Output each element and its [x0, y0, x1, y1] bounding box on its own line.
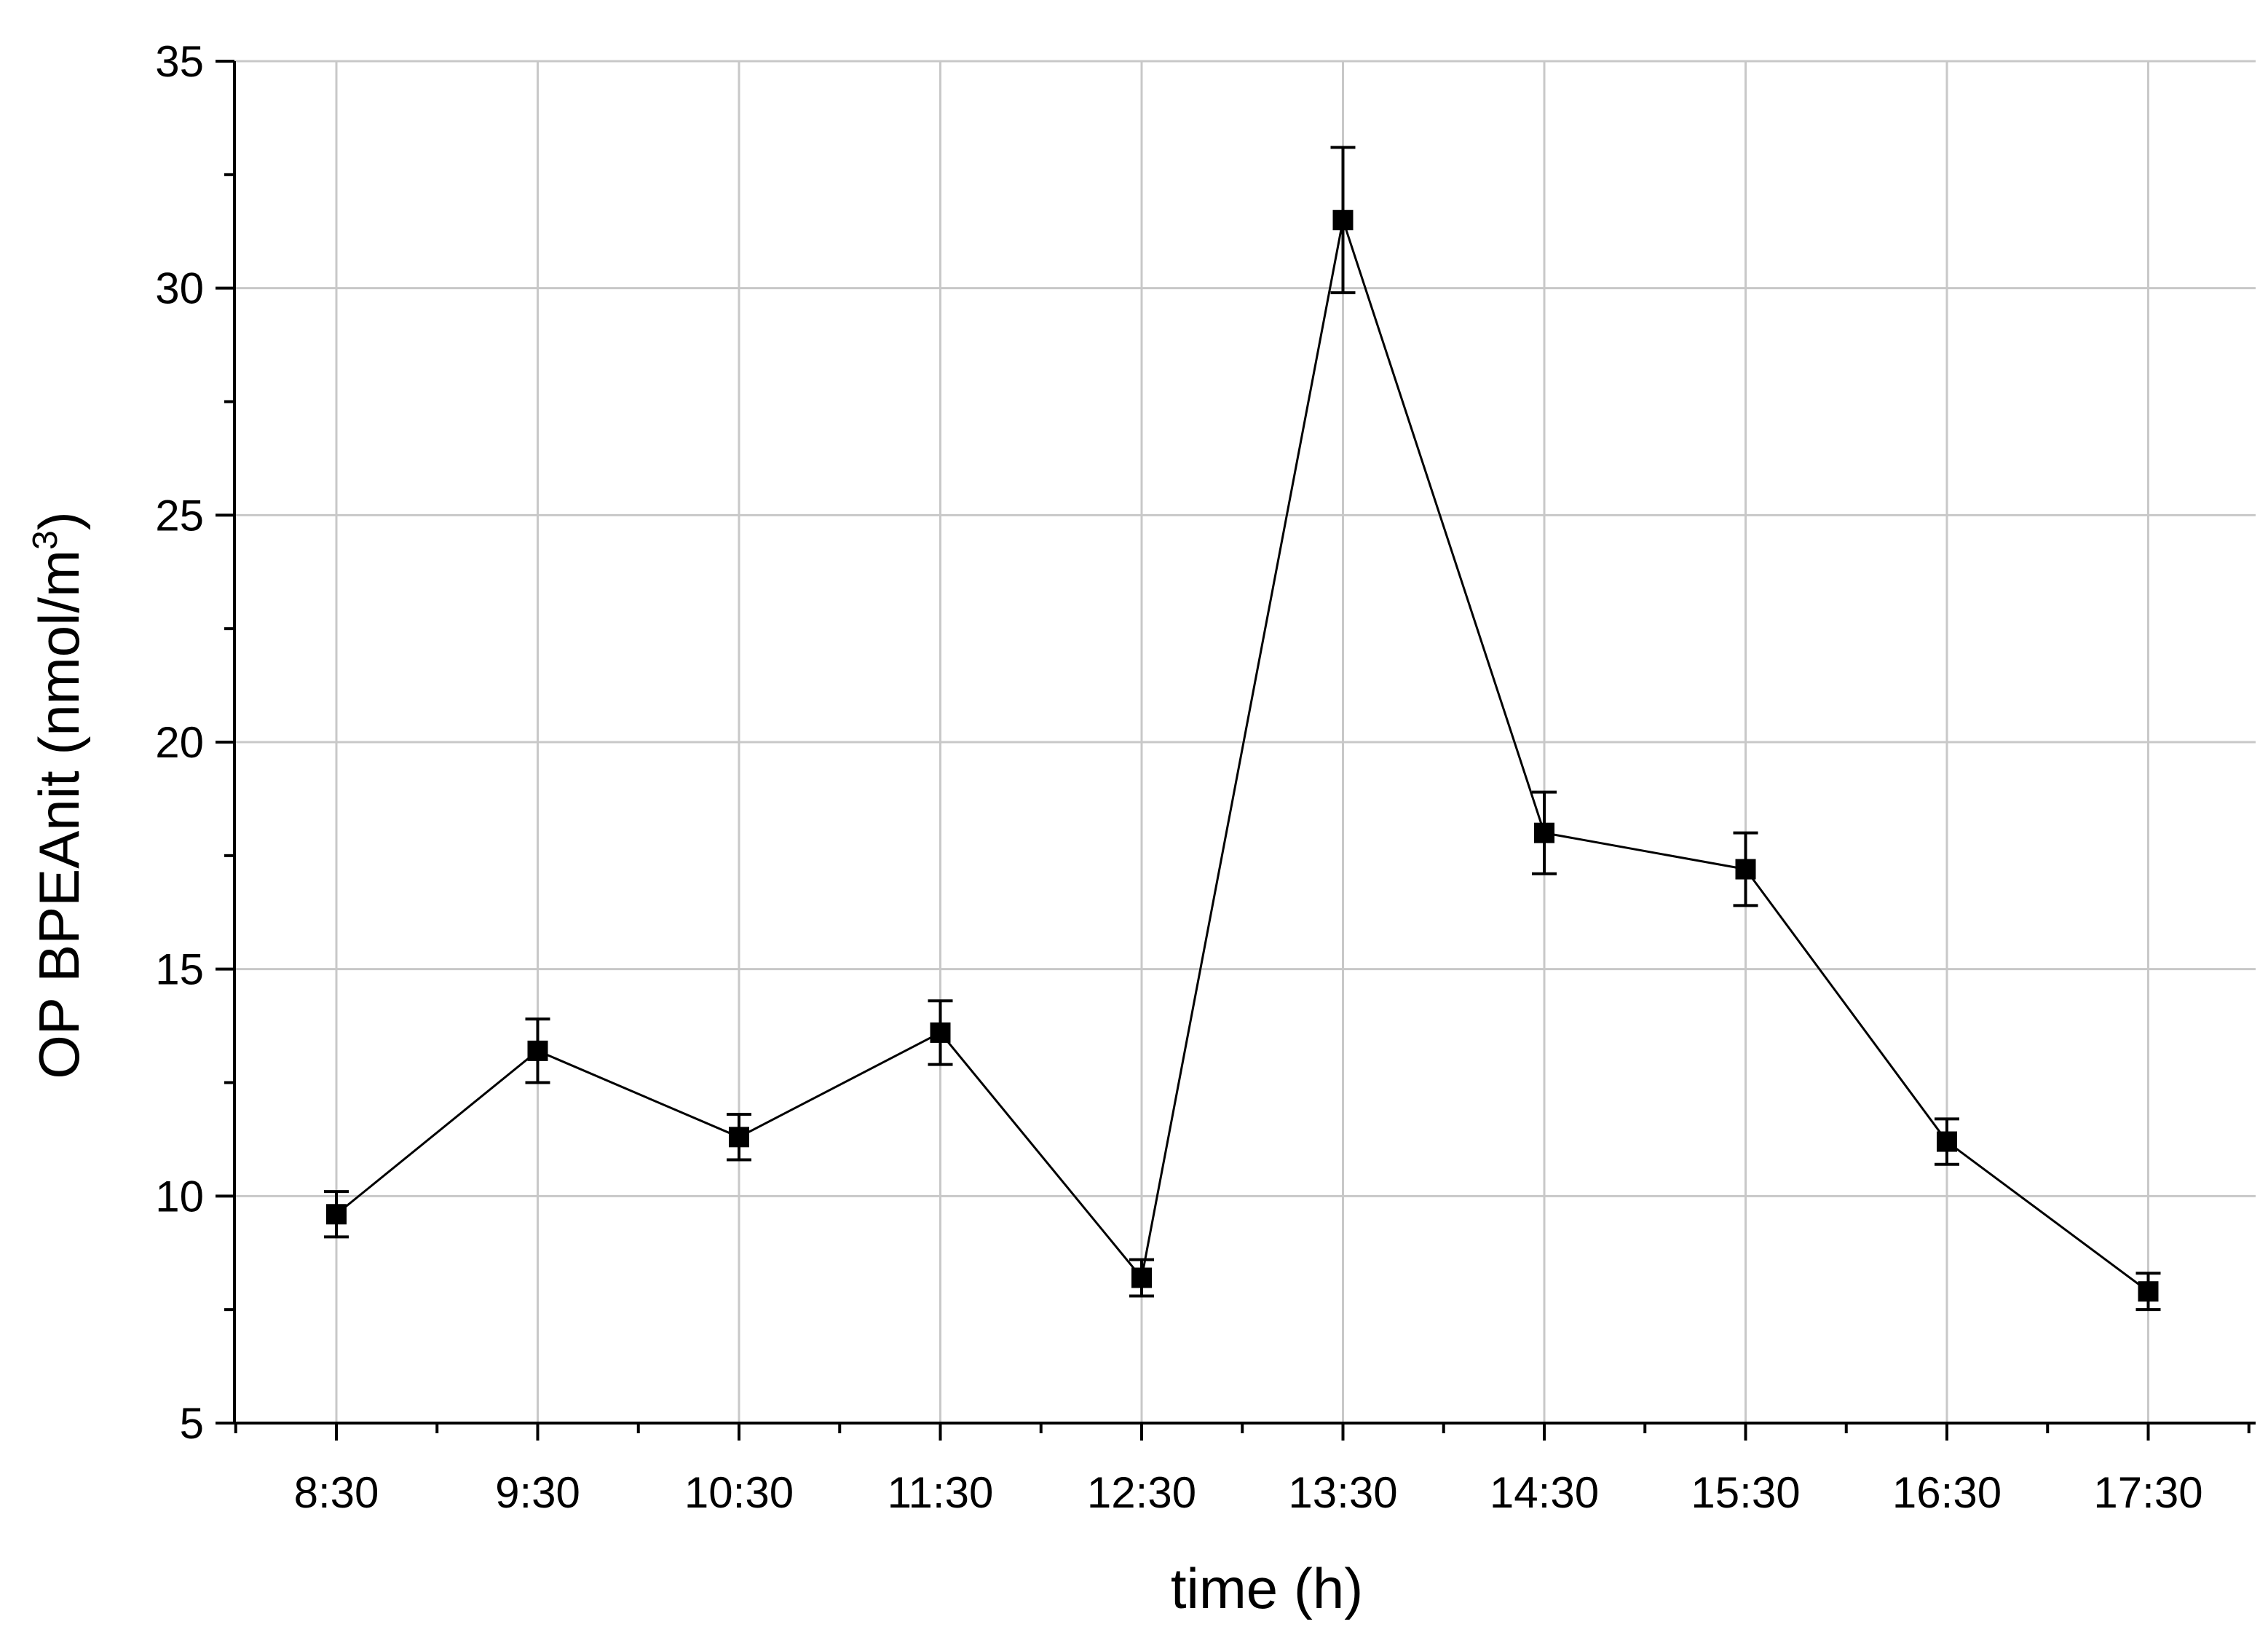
y-tick-label: 10 — [155, 1172, 204, 1221]
data-series — [324, 146, 2161, 1312]
y-axis-title-superscript: 3 — [26, 530, 65, 550]
data-point-marker — [1735, 859, 1756, 880]
x-tick-label: 15:30 — [1691, 1468, 1800, 1517]
x-tick-label: 12:30 — [1087, 1468, 1196, 1517]
y-tick-label: 30 — [155, 264, 204, 313]
data-point-marker — [1332, 210, 1354, 231]
y-tick-label: 25 — [155, 491, 204, 540]
y-tick-label: 20 — [155, 718, 204, 767]
data-point-marker — [1131, 1267, 1152, 1288]
x-tick-label: 11:30 — [888, 1468, 994, 1517]
series-line — [336, 216, 2149, 1293]
x-tick-label: 16:30 — [1892, 1468, 2002, 1517]
data-point-marker — [1937, 1131, 1957, 1152]
data-point-marker — [326, 1204, 347, 1225]
x-tick-labels: 8:30 9:30 10:30 11:30 12:30 13:30 14:30 15:30 16… — [294, 1468, 2203, 1517]
x-tick-label: 10:30 — [684, 1468, 794, 1517]
grid-lines — [234, 60, 2256, 1423]
data-point-marker — [1534, 822, 1554, 843]
data-point-marker — [527, 1040, 548, 1061]
axis-ticks — [216, 60, 2251, 1441]
y-axis-title: OP BPEAnit (nmol/m3) — [26, 511, 91, 1079]
y-tick-label: 15 — [155, 945, 204, 994]
x-axis-title: time (h) — [1171, 1556, 1363, 1620]
data-point-marker — [2138, 1281, 2159, 1302]
x-tick-label: 14:30 — [1490, 1468, 1599, 1517]
x-tick-label: 17:30 — [2093, 1468, 2202, 1517]
x-tick-label: 9:30 — [495, 1468, 580, 1517]
y-tick-labels: 5 10 15 20 25 30 35 — [155, 37, 204, 1448]
y-axis-title-main: OP BPEAnit (nmol/m — [27, 550, 91, 1079]
data-point-marker — [930, 1022, 951, 1043]
y-tick-label: 35 — [155, 37, 204, 86]
x-tick-label: 8:30 — [294, 1468, 379, 1517]
y-axis-title-close: ) — [27, 511, 91, 530]
x-tick-label: 13:30 — [1288, 1468, 1397, 1517]
data-point-marker — [729, 1127, 749, 1148]
y-tick-label: 5 — [180, 1399, 204, 1448]
